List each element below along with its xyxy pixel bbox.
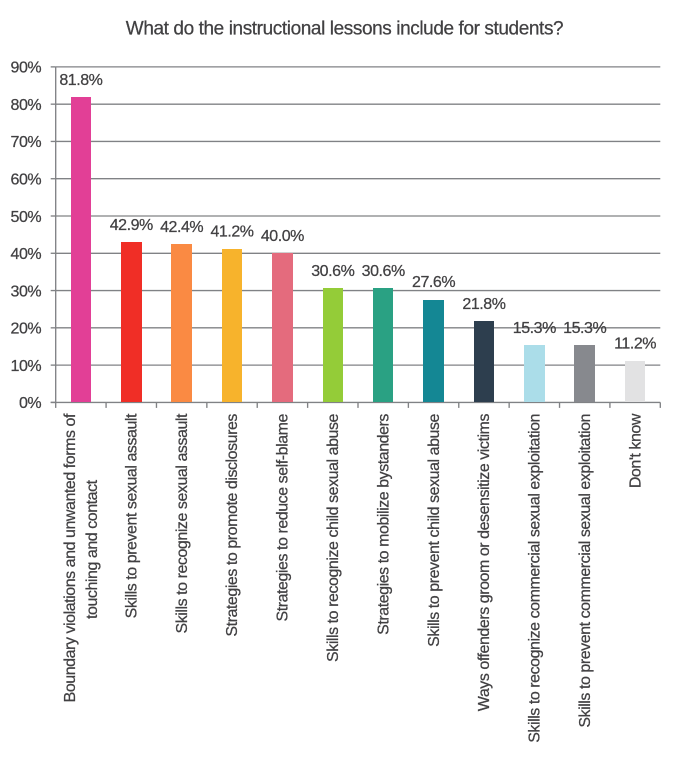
svg-text:Skills to recognize sexual ass: Skills to recognize sexual assault (174, 413, 191, 633)
svg-text:Ways offenders groom or desens: Ways offenders groom or desensitize vict… (476, 414, 493, 712)
svg-text:Strategies to mobilize bystand: Strategies to mobilize bystanders (375, 414, 392, 635)
svg-text:Strategies to reduce self-blam: Strategies to reduce self-blame (275, 413, 292, 621)
svg-text:Skills to prevent commercial s: Skills to prevent commercial sexual expl… (577, 414, 594, 728)
svg-text:20%: 20% (11, 321, 42, 338)
svg-text:60%: 60% (11, 172, 42, 189)
svg-text:21.8%: 21.8% (462, 296, 505, 313)
svg-text:10%: 10% (11, 358, 42, 375)
svg-text:Boundary violations and unwant: Boundary violations and unwanted forms o… (62, 413, 79, 702)
svg-text:90%: 90% (11, 60, 42, 77)
svg-text:30.6%: 30.6% (311, 263, 354, 280)
svg-text:Don't know: Don't know (627, 413, 644, 488)
svg-text:42.9%: 42.9% (110, 217, 153, 234)
svg-text:Skills to prevent child sexual: Skills to prevent child sexual abuse (426, 413, 443, 646)
svg-text:Skills to recognize child sexu: Skills to recognize child sexual abuse (325, 413, 342, 661)
svg-text:42.4%: 42.4% (160, 219, 203, 236)
svg-text:30%: 30% (11, 283, 42, 300)
svg-text:40%: 40% (11, 246, 42, 263)
svg-text:Strategies to promote disclosu: Strategies to promote disclosures (224, 414, 241, 637)
svg-text:50%: 50% (11, 209, 42, 226)
svg-text:What do the instructional less: What do the instructional lessons includ… (126, 19, 563, 40)
svg-text:15.3%: 15.3% (513, 320, 556, 337)
svg-text:Skills to recognize commercial: Skills to recognize commercial sexual ex… (527, 414, 544, 743)
svg-text:81.8%: 81.8% (59, 72, 102, 89)
svg-text:touching and contact: touching and contact (84, 479, 101, 619)
svg-text:40.0%: 40.0% (261, 228, 304, 245)
svg-text:11.2%: 11.2% (614, 335, 656, 352)
svg-text:27.6%: 27.6% (412, 274, 455, 291)
svg-text:70%: 70% (11, 134, 42, 151)
svg-text:0%: 0% (19, 395, 41, 412)
svg-text:80%: 80% (11, 97, 42, 114)
svg-text:15.3%: 15.3% (563, 320, 606, 337)
svg-text:30.6%: 30.6% (362, 263, 405, 280)
svg-text:Skills to prevent sexual assau: Skills to prevent sexual assault (123, 413, 140, 618)
svg-text:41.2%: 41.2% (210, 224, 253, 241)
